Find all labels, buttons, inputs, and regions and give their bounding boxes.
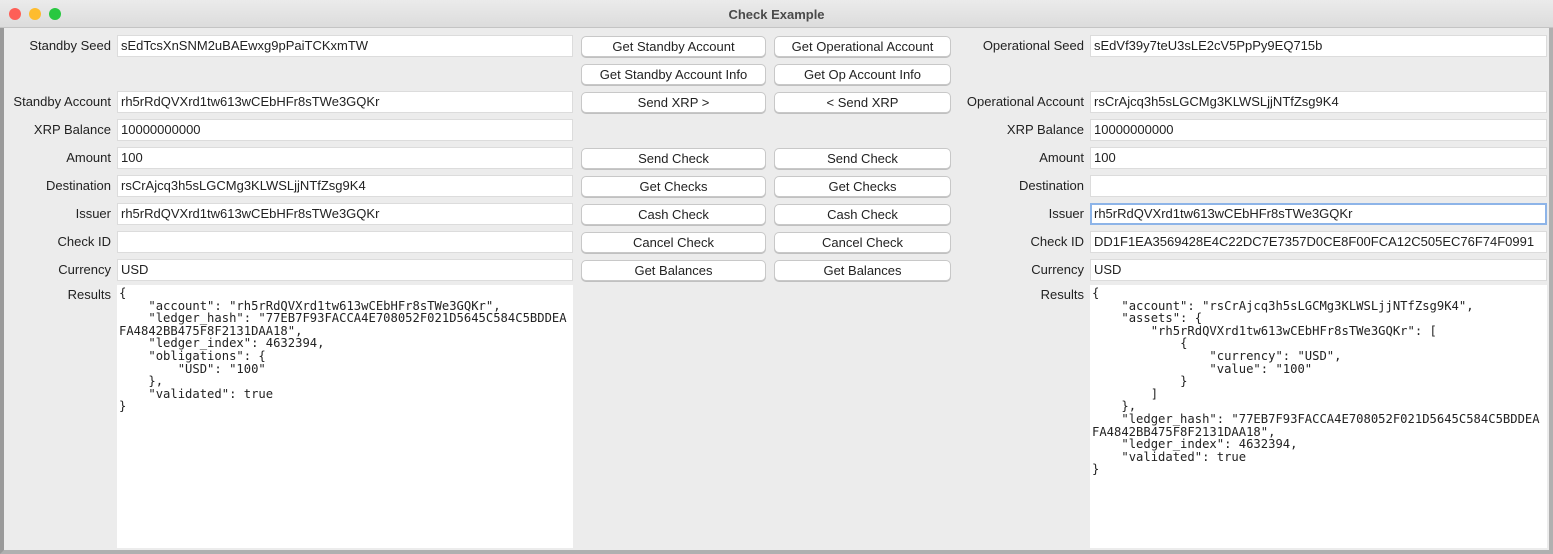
operational-get-checks-button[interactable]: Get Checks — [774, 176, 951, 197]
operational-send-check-button[interactable]: Send Check — [774, 148, 951, 169]
standby-get-standby-account-info-button[interactable]: Get Standby Account Info — [581, 64, 766, 85]
zoom-button[interactable] — [49, 8, 61, 20]
operational-destination-input[interactable] — [1090, 175, 1547, 197]
standby-results-label: Results — [67, 287, 111, 302]
standby-cancel-check-button[interactable]: Cancel Check — [581, 232, 766, 253]
standby-currency-label: Currency — [58, 262, 111, 277]
standby-seed-label: Standby Seed — [29, 38, 111, 53]
operational-check-id-label: Check ID — [1030, 234, 1084, 249]
standby-balance-label: XRP Balance — [33, 122, 111, 137]
operational-seed-input[interactable]: sEdVf39y7teU3sLE2cV5PpPy9EQ715b — [1090, 35, 1547, 57]
standby-currency-input[interactable]: USD — [117, 259, 573, 281]
standby-destination-label: Destination — [45, 178, 111, 193]
operational-get-balances-button[interactable]: Get Balances — [774, 260, 951, 281]
standby-seed-input[interactable]: sEdTcsXnSNM2uBAEwxg9pPaiTCKxmTW — [117, 35, 573, 57]
standby-amount-label: Amount — [66, 150, 111, 165]
standby-get-standby-account-button[interactable]: Get Standby Account — [581, 36, 766, 57]
operational-check-id-input[interactable]: DD1F1EA3569428E4C22DC7E7357D0CE8F00FCA12… — [1090, 231, 1547, 253]
operational-balance-input[interactable]: 10000000000 — [1090, 119, 1547, 141]
standby-issuer-input[interactable]: rh5rRdQVXrd1tw613wCEbHFr8sTWe3GQKr — [117, 203, 573, 225]
standby-get-balances-button[interactable]: Get Balances — [581, 260, 766, 281]
standby-amount-input[interactable]: 100 — [117, 147, 573, 169]
operational-destination-label: Destination — [1018, 178, 1084, 193]
standby-send-check-button[interactable]: Send Check — [581, 148, 766, 169]
operational-send-xrp-button[interactable]: < Send XRP — [774, 92, 951, 113]
operational-currency-input[interactable]: USD — [1090, 259, 1547, 281]
operational-issuer-label: Issuer — [1048, 206, 1084, 221]
operational-balance-label: XRP Balance — [1006, 122, 1084, 137]
operational-results-label: Results — [1040, 287, 1084, 302]
operational-amount-input[interactable]: 100 — [1090, 147, 1547, 169]
operational-get-operational-account-button[interactable]: Get Operational Account — [774, 36, 951, 57]
standby-destination-input[interactable]: rsCrAjcq3h5sLGCMg3KLWSLjjNTfZsg9K4 — [117, 175, 573, 197]
standby-account-label: Standby Account — [13, 94, 111, 109]
standby-cash-check-button[interactable]: Cash Check — [581, 204, 766, 225]
standby-check-id-label: Check ID — [57, 234, 111, 249]
operational-results-textarea[interactable]: { "account": "rsCrAjcq3h5sLGCMg3KLWSLjjN… — [1090, 285, 1547, 548]
operational-account-input[interactable]: rsCrAjcq3h5sLGCMg3KLWSLjjNTfZsg9K4 — [1090, 91, 1547, 113]
operational-account-label: Operational Account — [966, 94, 1084, 109]
close-button[interactable] — [9, 8, 21, 20]
standby-account-input[interactable]: rh5rRdQVXrd1tw613wCEbHFr8sTWe3GQKr — [117, 91, 573, 113]
operational-currency-label: Currency — [1031, 262, 1084, 277]
operational-cash-check-button[interactable]: Cash Check — [774, 204, 951, 225]
standby-results-textarea[interactable]: { "account": "rh5rRdQVXrd1tw613wCEbHFr8s… — [117, 285, 573, 548]
standby-check-id-input[interactable] — [117, 231, 573, 253]
operational-get-op-account-info-button[interactable]: Get Op Account Info — [774, 64, 951, 85]
standby-send-xrp-button[interactable]: Send XRP > — [581, 92, 766, 113]
operational-amount-label: Amount — [1039, 150, 1084, 165]
standby-issuer-label: Issuer — [75, 206, 111, 221]
operational-cancel-check-button[interactable]: Cancel Check — [774, 232, 951, 253]
operational-issuer-input[interactable]: rh5rRdQVXrd1tw613wCEbHFr8sTWe3GQKr — [1090, 203, 1547, 225]
standby-balance-input[interactable]: 10000000000 — [117, 119, 573, 141]
minimize-button[interactable] — [29, 8, 41, 20]
standby-get-checks-button[interactable]: Get Checks — [581, 176, 766, 197]
window-title: Check Example — [728, 7, 825, 22]
window-frame — [0, 28, 1553, 554]
title-bar: Check Example — [0, 0, 1553, 28]
operational-seed-label: Operational Seed — [982, 38, 1084, 53]
